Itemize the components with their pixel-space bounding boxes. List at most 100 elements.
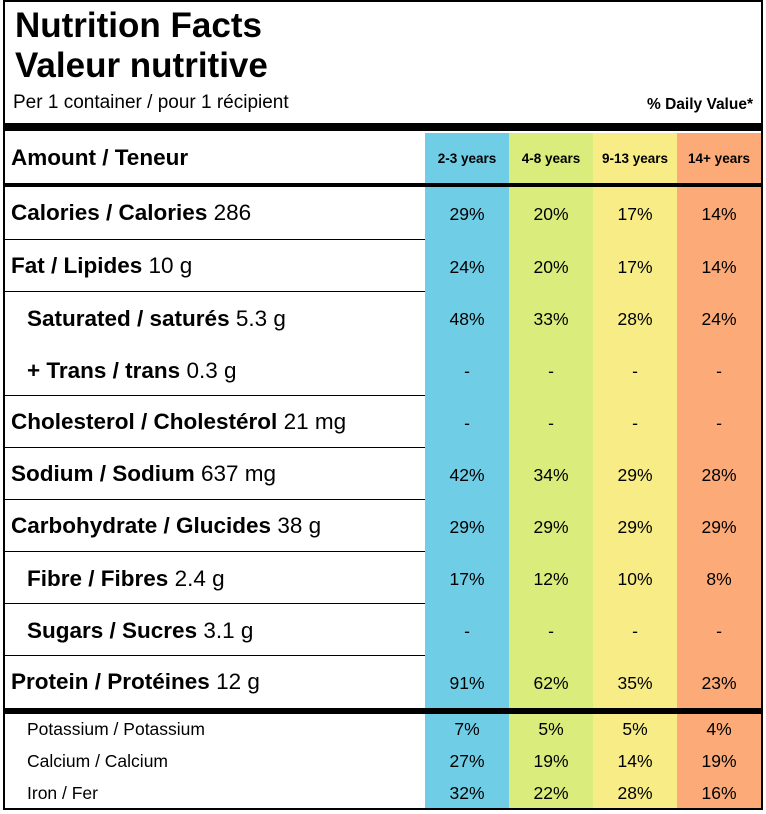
row-divider xyxy=(5,499,425,500)
dv-9-13: - xyxy=(632,361,638,381)
nutrient-label: Fat / Lipides 10 g xyxy=(11,253,192,279)
nutrient-label: Cholesterol / Cholestérol 21 mg xyxy=(11,409,346,435)
row-divider xyxy=(5,291,425,292)
dv-4-8: - xyxy=(548,621,554,641)
nutrient-name: Sugars / Sucres xyxy=(27,618,198,643)
dv-4-8: 19% xyxy=(533,751,569,771)
dv-9-13: 28% xyxy=(617,309,653,329)
dv-9-13: 17% xyxy=(617,257,653,277)
dv-9-13: 28% xyxy=(617,783,653,803)
list-item: Potassium / Potassium 7% 5% 5% 4% xyxy=(5,715,761,746)
dv-14plus: 8% xyxy=(706,569,732,589)
table-row: Carbohydrate / Glucides 38 g 29% 29% 29%… xyxy=(5,500,761,552)
dv-14plus: 19% xyxy=(701,751,737,771)
mineral-name: Calcium / Calcium xyxy=(27,751,168,771)
nutrient-label: Sodium / Sodium 637 mg xyxy=(11,461,276,487)
table-row: Fat / Lipides 10 g 24% 20% 17% 14% xyxy=(5,240,761,292)
dv-2-3: 29% xyxy=(449,204,485,224)
dv-14plus: 23% xyxy=(701,673,737,693)
dv-9-13: 14% xyxy=(617,751,653,771)
dv-14plus: 28% xyxy=(701,465,737,485)
row-divider xyxy=(5,603,425,604)
mineral-name: Iron / Fer xyxy=(27,783,98,803)
amount-header: Amount / Teneur xyxy=(11,145,189,170)
dv-2-3: - xyxy=(464,361,470,381)
col-bg-14plus xyxy=(677,133,761,808)
dv-4-8: 5% xyxy=(538,719,564,739)
dv-2-3: 17% xyxy=(449,569,485,589)
dv-9-13: - xyxy=(632,413,638,433)
age-header-9-13: 9-13 years xyxy=(601,151,669,166)
dv-9-13: 5% xyxy=(622,719,648,739)
nutrient-amount: 2.4 g xyxy=(174,566,225,591)
dv-9-13: - xyxy=(632,621,638,641)
col-bg-2-3 xyxy=(425,133,509,808)
nutrient-name: + Trans / trans xyxy=(27,358,181,383)
dv-2-3: 32% xyxy=(449,783,485,803)
dv-4-8: 22% xyxy=(533,783,569,803)
dv-4-8: 29% xyxy=(533,517,569,537)
col-bg-4-8 xyxy=(509,133,593,808)
nutrient-label: Fibre / Fibres 2.4 g xyxy=(27,566,225,592)
dv-14plus: - xyxy=(716,621,722,641)
dv-9-13: 29% xyxy=(617,517,653,537)
dv-4-8: - xyxy=(548,361,554,381)
nutrient-amount: 5.3 g xyxy=(235,306,286,331)
row-divider xyxy=(5,447,425,448)
nutrient-name: Carbohydrate / Glucides xyxy=(11,513,272,538)
mineral-name: Potassium / Potassium xyxy=(27,719,205,739)
table-row: + Trans / trans 0.3 g - - - - xyxy=(5,344,761,396)
col-bg-9-13 xyxy=(593,133,677,808)
dv-2-3: 29% xyxy=(449,517,485,537)
dv-14plus: - xyxy=(716,413,722,433)
nutrient-name: Cholesterol / Cholestérol xyxy=(11,409,278,434)
table-row: Saturated / saturés 5.3 g 48% 33% 28% 24… xyxy=(5,292,761,344)
dv-2-3: 24% xyxy=(449,257,485,277)
dv-4-8: 34% xyxy=(533,465,569,485)
nutrient-label: Carbohydrate / Glucides 38 g xyxy=(11,513,321,539)
dv-4-8: 33% xyxy=(533,309,569,329)
table-row: Cholesterol / Cholestérol 21 mg - - - - xyxy=(5,396,761,448)
nutrient-name: Sodium / Sodium xyxy=(11,461,195,486)
nutrient-amount: 12 g xyxy=(216,669,260,694)
nutrient-label: Sugars / Sucres 3.1 g xyxy=(27,618,253,644)
dv-4-8: 12% xyxy=(533,569,569,589)
dv-14plus: 14% xyxy=(701,257,737,277)
row-divider xyxy=(5,239,425,240)
row-divider xyxy=(5,655,425,656)
dv-2-3: 27% xyxy=(449,751,485,771)
dv-2-3: - xyxy=(464,621,470,641)
nutrient-amount: 286 xyxy=(213,200,252,225)
nutrient-label: + Trans / trans 0.3 g xyxy=(27,358,237,384)
list-item: Iron / Fer 32% 22% 28% 16% xyxy=(5,779,761,810)
nutrient-name: Saturated / saturés xyxy=(27,306,230,331)
age-header-4-8: 4-8 years xyxy=(521,151,581,166)
dv-14plus: 29% xyxy=(701,517,737,537)
daily-value-label: % Daily Value* xyxy=(647,96,753,113)
dv-9-13: 10% xyxy=(617,569,653,589)
dv-2-3: 48% xyxy=(449,309,485,329)
age-header-14plus: 14+ years xyxy=(688,151,750,166)
dv-2-3: 42% xyxy=(449,465,485,485)
nutrient-name: Fibre / Fibres xyxy=(27,566,169,591)
dv-14plus: 24% xyxy=(701,309,737,329)
dv-4-8: 62% xyxy=(533,673,569,693)
nutrient-amount: 3.1 g xyxy=(203,618,254,643)
nutrient-name: Protein / Protéines xyxy=(11,669,210,694)
dv-4-8: 20% xyxy=(533,204,569,224)
title-english: Nutrition Facts xyxy=(15,6,262,45)
nutrient-amount: 10 g xyxy=(148,253,193,278)
dv-14plus: - xyxy=(716,361,722,381)
age-header-2-3: 2-3 years xyxy=(437,151,497,166)
nutrient-amount: 637 mg xyxy=(201,461,277,486)
dv-9-13: 29% xyxy=(617,465,653,485)
top-thick-divider xyxy=(5,123,761,131)
dv-2-3: 91% xyxy=(449,673,485,693)
nutrient-label: Saturated / saturés 5.3 g xyxy=(27,306,286,332)
dv-14plus: 4% xyxy=(706,719,732,739)
list-item: Calcium / Calcium 27% 19% 14% 19% xyxy=(5,747,761,778)
dv-14plus: 14% xyxy=(701,204,737,224)
row-divider xyxy=(5,551,425,552)
serving-size: Per 1 container / pour 1 récipient xyxy=(13,92,289,113)
title-french: Valeur nutritive xyxy=(15,46,268,85)
